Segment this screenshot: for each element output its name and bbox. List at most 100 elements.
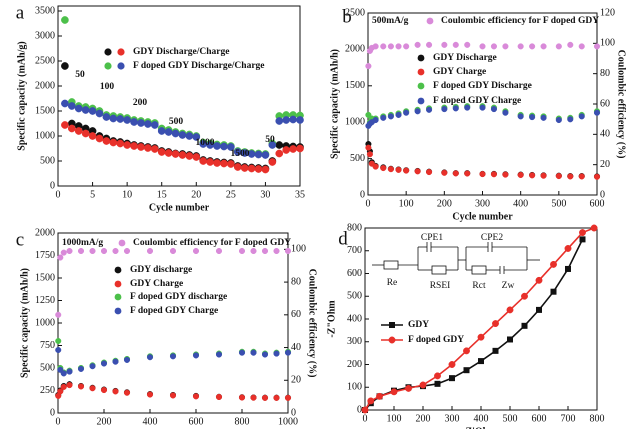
data-point — [66, 368, 73, 375]
data-point — [434, 372, 441, 380]
legend-marker — [417, 54, 425, 62]
y-tick-label: 1000 — [345, 116, 365, 127]
legend-marker — [118, 239, 126, 247]
data-point — [284, 349, 292, 356]
panel-label: a — [16, 2, 25, 23]
x-tick-label: 700 — [561, 413, 576, 424]
data-point — [273, 247, 280, 255]
data-point — [137, 143, 145, 151]
legend-marker — [417, 97, 425, 105]
y-tick-label: 800 — [347, 222, 362, 233]
legend-marker — [104, 48, 112, 56]
data-point — [67, 124, 76, 133]
data-point — [395, 111, 402, 118]
y2-tick-label: 80 — [600, 68, 610, 79]
legend-label: F doped GDY Charge — [130, 306, 218, 316]
x-tick-label: 600 — [532, 413, 547, 424]
data-point — [464, 41, 471, 48]
y-tick-label: 0 — [360, 189, 365, 200]
data-point — [376, 392, 383, 400]
data-point — [157, 127, 166, 135]
data-point — [250, 394, 257, 401]
data-point — [112, 358, 119, 365]
data-point — [213, 159, 221, 167]
data-point — [66, 247, 73, 255]
data-point — [109, 138, 118, 147]
data-point — [441, 169, 448, 176]
data-point — [77, 383, 85, 390]
data-point — [100, 387, 108, 394]
data-point — [463, 347, 470, 355]
data-point — [55, 337, 62, 345]
data-point — [387, 166, 394, 173]
data-point — [593, 173, 601, 180]
data-point — [185, 152, 194, 160]
data-point — [502, 43, 509, 50]
data-point — [502, 109, 509, 116]
data-point — [88, 107, 97, 115]
data-point — [555, 43, 562, 50]
legend-marker — [389, 322, 395, 328]
legend-label: F doped GDY — [408, 335, 464, 345]
y-tick-label: 500 — [350, 153, 365, 164]
data-point — [275, 117, 284, 125]
data-point — [112, 247, 119, 255]
data-point — [366, 151, 373, 158]
y-tick-label: 1750 — [35, 250, 55, 261]
x-tick-label: 200 — [97, 416, 112, 427]
legend-marker — [417, 82, 425, 90]
data-point — [452, 105, 459, 112]
data-point — [441, 106, 448, 113]
y-tick-label: 400 — [347, 313, 362, 324]
data-point — [89, 247, 96, 255]
data-point — [380, 165, 387, 172]
data-point — [146, 247, 154, 255]
y-tick-label: 200 — [347, 359, 362, 370]
y-tick-label: 3500 — [35, 5, 55, 16]
circuit-resistor — [383, 260, 399, 270]
data-point — [123, 247, 131, 255]
data-point — [506, 306, 514, 314]
data-point — [426, 106, 433, 113]
y2-tick-label: 100 — [600, 38, 615, 49]
annotation: Re — [387, 278, 398, 288]
data-point — [238, 349, 246, 356]
data-point — [192, 247, 200, 255]
data-point — [567, 173, 574, 180]
annotation: 50 — [265, 135, 275, 145]
data-point — [178, 131, 187, 139]
legend-label: GDY Discharge/Charge — [133, 47, 229, 57]
data-point — [550, 260, 557, 268]
data-point — [112, 388, 119, 395]
y-tick-label: 300 — [347, 336, 362, 347]
legend-label: GDY Discharge — [433, 53, 497, 63]
data-point — [567, 116, 574, 123]
panel-label: d — [338, 228, 348, 249]
data-point — [535, 276, 543, 284]
annotation: Rct — [472, 281, 486, 291]
x-tick-label: 0 — [56, 416, 61, 427]
data-point — [590, 224, 598, 232]
data-point — [414, 168, 421, 175]
y-tick-label: 2000 — [345, 44, 365, 55]
data-point — [123, 116, 131, 124]
x-tick-label: 400 — [513, 198, 528, 209]
data-point — [565, 265, 571, 272]
data-point — [171, 129, 180, 138]
data-point — [492, 347, 499, 354]
y-tick-label: 2500 — [345, 7, 365, 18]
y2-tick-label: 60 — [600, 98, 610, 109]
data-point — [403, 43, 410, 50]
y-tick-label: 750 — [40, 340, 55, 351]
data-point — [261, 151, 270, 159]
data-point — [192, 153, 201, 161]
data-point — [521, 292, 528, 300]
y-tick-label: 2000 — [35, 80, 55, 91]
data-point — [220, 159, 228, 168]
data-point — [268, 141, 277, 149]
data-point — [521, 322, 528, 329]
data-point — [289, 115, 297, 124]
y-tick-label: 0 — [50, 180, 55, 191]
y2-axis-title: Coulombic efficiency (%) — [616, 50, 627, 159]
y-tick-label: 2500 — [35, 55, 55, 66]
